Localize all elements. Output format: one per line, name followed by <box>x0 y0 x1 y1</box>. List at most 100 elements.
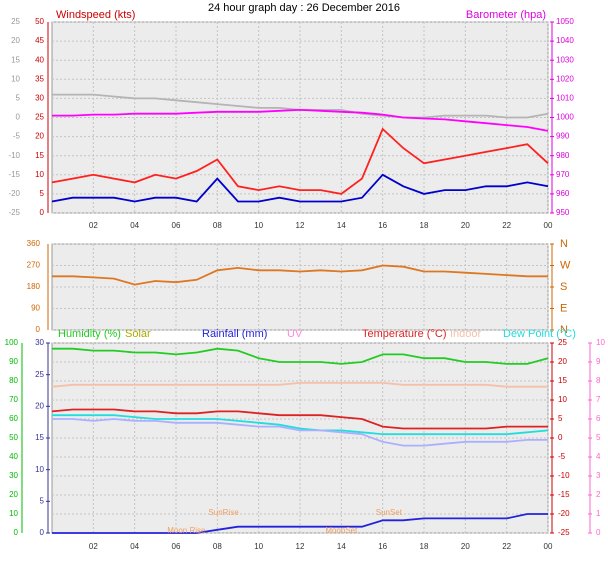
annotation: SunRise <box>208 508 239 517</box>
y-tick-label: -5 <box>558 452 566 461</box>
y-tick-label: 15 <box>35 151 44 160</box>
y-tick-label: -5 <box>13 132 21 141</box>
y-tick-label: -25 <box>8 208 20 217</box>
y-tick-label: 1030 <box>556 55 574 64</box>
chart-title: 24 hour graph day : 26 December 2016 <box>208 2 400 14</box>
y-tick-label: 10 <box>35 170 44 179</box>
y-tick-label: 3 <box>596 471 601 480</box>
y-tick-label: 8 <box>596 376 601 385</box>
y-tick-label: N <box>560 238 568 250</box>
y-tick-label: -10 <box>558 471 570 480</box>
y-tick-label: 20 <box>35 132 44 141</box>
y-tick-label: 5 <box>596 433 601 442</box>
y-axis-label: Windspeed (kts) <box>56 9 135 21</box>
y-tick-label: -20 <box>8 189 20 198</box>
series-line <box>51 408 548 430</box>
legend-entry: Solar <box>125 328 151 340</box>
series-line <box>52 108 549 132</box>
y-tick-label: -10 <box>8 151 20 160</box>
x-tick-label: 20 <box>461 542 470 551</box>
y-tick-label: 30 <box>9 471 18 480</box>
x-tick-label: 02 <box>89 542 98 551</box>
y-tick-label: 0 <box>14 528 19 537</box>
series-line <box>52 513 548 534</box>
legend-entry: Rainfall (mm) <box>202 328 267 340</box>
legend-entry: Indoor <box>450 328 482 340</box>
y-tick-label: 9 <box>596 357 601 366</box>
x-tick-label: 22 <box>502 542 511 551</box>
y-tick-label: 2 <box>596 490 601 499</box>
x-tick-label: 18 <box>420 221 429 230</box>
x-tick-label: 22 <box>502 221 511 230</box>
y-tick-label: 980 <box>556 151 570 160</box>
y-tick-label: -15 <box>8 170 20 179</box>
series-line <box>52 414 549 436</box>
y-tick-label: 90 <box>9 357 18 366</box>
y-tick-label: 5 <box>16 94 21 103</box>
y-tick-label: 990 <box>556 132 570 141</box>
annotation: SunSet <box>376 508 403 517</box>
x-tick-label: 02 <box>89 221 98 230</box>
x-tick-label: 00 <box>544 221 553 230</box>
y-tick-label: 20 <box>35 401 44 410</box>
x-tick-label: 08 <box>213 221 222 230</box>
x-tick-label: 10 <box>254 221 263 230</box>
legend-entry: Temperature (°C) <box>362 328 446 340</box>
x-tick-label: 16 <box>378 542 387 551</box>
y-tick-label: 0 <box>40 528 45 537</box>
y-tick-label: 180 <box>27 282 41 291</box>
x-tick-label: 16 <box>378 221 387 230</box>
x-tick-label: 04 <box>130 542 139 551</box>
y-tick-label: 100 <box>5 338 19 347</box>
y-tick-label: 1020 <box>556 74 574 83</box>
y-tick-label: 5 <box>558 414 563 423</box>
y-tick-label: 25 <box>35 370 44 379</box>
y-tick-label: W <box>560 259 571 271</box>
x-tick-label: 18 <box>420 542 429 551</box>
y-tick-label: 50 <box>9 433 18 442</box>
y-tick-label: 45 <box>35 36 44 45</box>
y-tick-label: 970 <box>556 170 570 179</box>
y-tick-label: 10 <box>596 338 605 347</box>
x-tick-label: 14 <box>337 542 346 551</box>
y-tick-label: 5 <box>40 496 45 505</box>
annotation: MoonSet <box>325 526 358 535</box>
y-tick-label: -25 <box>558 528 570 537</box>
y-tick-label: 0 <box>36 325 41 334</box>
legend-entry: Humidity (%) <box>58 328 121 340</box>
series-line <box>51 173 549 203</box>
y-tick-label: -20 <box>558 509 570 518</box>
y-tick-label: 60 <box>9 414 18 423</box>
y-tick-label: E <box>560 302 567 314</box>
x-tick-label: 12 <box>296 221 305 230</box>
y-tick-label: 960 <box>556 189 570 198</box>
y-tick-label: 1000 <box>556 113 574 122</box>
series-line <box>52 347 549 365</box>
y-tick-label: 15 <box>558 376 567 385</box>
y2-axis-label: Barometer (hpa) <box>466 9 546 21</box>
x-tick-label: 14 <box>337 221 346 230</box>
y-tick-label: 6 <box>596 414 601 423</box>
y-tick-label: 25 <box>11 17 20 26</box>
y-tick-label: 15 <box>35 433 44 442</box>
x-tick-label: 04 <box>130 221 139 230</box>
y-tick-label: 1 <box>596 509 601 518</box>
x-tick-label: 06 <box>172 542 181 551</box>
y-tick-label: 1040 <box>556 36 574 45</box>
legend-entry: UV <box>287 328 303 340</box>
y-tick-label: 1010 <box>556 94 574 103</box>
y-tick-label: 80 <box>9 376 18 385</box>
y-tick-label: 30 <box>35 338 44 347</box>
y-tick-label: 30 <box>35 94 44 103</box>
y-tick-label: 5 <box>40 189 45 198</box>
y-tick-label: 360 <box>27 239 41 248</box>
y-tick-label: -15 <box>558 490 570 499</box>
y-tick-label: 950 <box>556 208 570 217</box>
y-tick-label: 40 <box>35 55 44 64</box>
y-tick-label: 70 <box>9 395 18 404</box>
series-line <box>51 382 548 388</box>
y-tick-label: 90 <box>31 304 40 313</box>
y-tick-label: 10 <box>558 395 567 404</box>
y-tick-label: 25 <box>35 113 44 122</box>
